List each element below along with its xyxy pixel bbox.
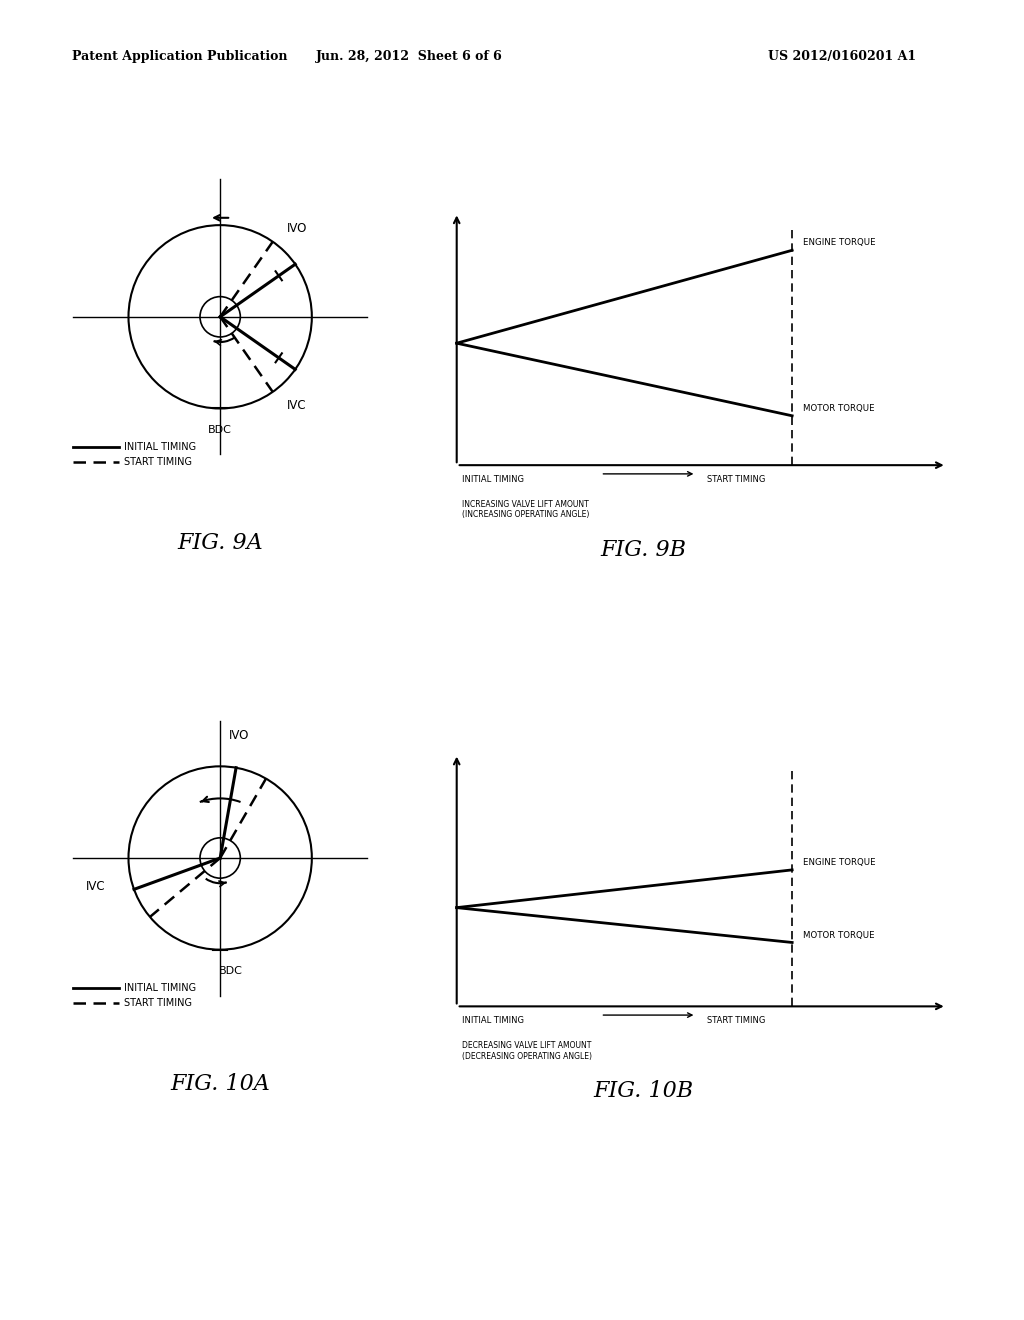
Text: INCREASING VALVE LIFT AMOUNT
(INCREASING OPERATING ANGLE): INCREASING VALVE LIFT AMOUNT (INCREASING… — [462, 500, 590, 519]
Text: FIG. 9B: FIG. 9B — [600, 539, 686, 561]
Text: INITIAL TIMING: INITIAL TIMING — [462, 475, 524, 484]
Text: START TIMING: START TIMING — [707, 1016, 765, 1026]
Text: DECREASING VALVE LIFT AMOUNT
(DECREASING OPERATING ANGLE): DECREASING VALVE LIFT AMOUNT (DECREASING… — [462, 1041, 592, 1060]
Text: INITIAL TIMING: INITIAL TIMING — [462, 1016, 524, 1026]
Text: US 2012/0160201 A1: US 2012/0160201 A1 — [768, 50, 916, 63]
Text: IVO: IVO — [229, 730, 250, 742]
Text: MOTOR TORQUE: MOTOR TORQUE — [803, 931, 874, 940]
Text: START TIMING: START TIMING — [707, 475, 765, 484]
Text: IVC: IVC — [287, 399, 306, 412]
Text: IVO: IVO — [287, 222, 307, 235]
Text: FIG. 9A: FIG. 9A — [177, 532, 263, 554]
Text: Jun. 28, 2012  Sheet 6 of 6: Jun. 28, 2012 Sheet 6 of 6 — [316, 50, 503, 63]
Text: FIG. 10A: FIG. 10A — [170, 1073, 270, 1096]
Text: INITIAL TIMING: INITIAL TIMING — [124, 442, 196, 451]
Text: START TIMING: START TIMING — [124, 998, 191, 1008]
Text: MOTOR TORQUE: MOTOR TORQUE — [803, 404, 874, 413]
Text: Patent Application Publication: Patent Application Publication — [72, 50, 287, 63]
Text: INITIAL TIMING: INITIAL TIMING — [124, 983, 196, 993]
Text: FIG. 10B: FIG. 10B — [593, 1080, 693, 1102]
Text: START TIMING: START TIMING — [124, 457, 191, 467]
Text: BDC: BDC — [208, 425, 232, 436]
Text: BDC: BDC — [219, 966, 243, 977]
Text: IVC: IVC — [86, 879, 105, 892]
Text: ENGINE TORQUE: ENGINE TORQUE — [803, 239, 876, 247]
Text: ENGINE TORQUE: ENGINE TORQUE — [803, 858, 876, 867]
